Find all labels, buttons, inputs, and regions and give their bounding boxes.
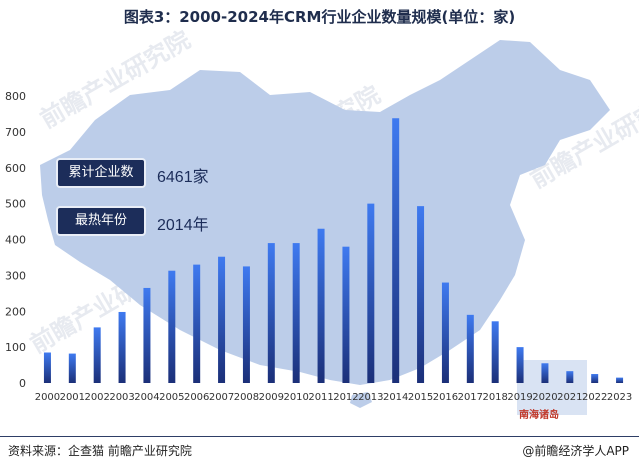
- bar-2018: [491, 321, 499, 383]
- bar-2006: [193, 264, 201, 383]
- x-tick-label: 2012: [333, 392, 358, 403]
- south-china-sea-label: 南海诸岛: [519, 410, 559, 421]
- bar-2009: [267, 243, 275, 383]
- x-tick-label: 2014: [383, 392, 408, 403]
- bar-2001: [68, 353, 76, 383]
- bar-2014: [392, 118, 400, 384]
- y-tick-label: 400: [5, 234, 26, 247]
- y-tick-label: 0: [19, 377, 26, 390]
- x-tick-label: 2001: [60, 392, 85, 403]
- bar-2005: [168, 270, 176, 383]
- bar-2019: [516, 347, 524, 383]
- x-tick-label: 2009: [259, 392, 284, 403]
- callout-total-label: 累计企业数: [58, 160, 144, 186]
- bar-2023: [616, 377, 624, 383]
- x-tick-label: 2017: [458, 392, 483, 403]
- y-tick-label: 600: [5, 162, 26, 175]
- x-tick-label: 2022: [582, 392, 607, 403]
- y-tick-label: 700: [5, 126, 26, 139]
- x-tick-label: 2019: [507, 392, 532, 403]
- source-note: 资料来源：企查猫 前瞻产业研究院: [8, 444, 192, 458]
- bar-2010: [292, 243, 300, 383]
- bar-2002: [93, 327, 101, 383]
- south-sea-inset: [517, 360, 587, 415]
- x-tick-label: 2023: [607, 392, 632, 403]
- callout-peak-value: 2014年: [157, 217, 209, 234]
- x-tick-label: 2000: [35, 392, 60, 403]
- footer-divider: [0, 436, 639, 437]
- bar-2007: [218, 256, 226, 383]
- bar-2003: [118, 311, 126, 383]
- x-tick-label: 2008: [234, 392, 259, 403]
- y-tick-label: 800: [5, 90, 26, 103]
- x-tick-label: 2010: [283, 392, 308, 403]
- bar-2016: [441, 282, 449, 383]
- callout-peak-label: 最热年份: [58, 208, 144, 234]
- bar-2004: [143, 287, 151, 383]
- bar-2012: [342, 246, 350, 383]
- x-tick-label: 2005: [159, 392, 184, 403]
- y-tick-label: 100: [5, 341, 26, 354]
- bar-2008: [242, 266, 250, 383]
- x-tick-label: 2020: [532, 392, 557, 403]
- y-tick-label: 500: [5, 198, 26, 211]
- x-tick-label: 2018: [482, 392, 507, 403]
- x-tick-label: 2016: [433, 392, 458, 403]
- bar-2021: [566, 371, 574, 383]
- y-tick-label: 200: [5, 305, 26, 318]
- brand-credit: @前瞻经济学人APP: [522, 444, 629, 458]
- hainan-shape: [350, 392, 372, 408]
- x-tick-label: 2021: [557, 392, 582, 403]
- chart-title: 图表3：2000-2024年CRM行业企业数量规模(单位：家): [123, 8, 516, 26]
- x-tick-label: 2006: [184, 392, 209, 403]
- x-tick-label: 2003: [109, 392, 134, 403]
- x-tick-label: 2011: [308, 392, 333, 403]
- bar-2020: [541, 363, 549, 383]
- bar-2011: [317, 228, 325, 383]
- bar-2013: [367, 203, 375, 383]
- bar-2000: [43, 352, 51, 383]
- bar-2022: [591, 374, 599, 383]
- bar-2017: [466, 314, 474, 383]
- x-tick-label: 2004: [134, 392, 159, 403]
- china-map-shape: [40, 40, 610, 385]
- x-tick-label: 2007: [209, 392, 234, 403]
- x-tick-label: 2015: [408, 392, 433, 403]
- callout-total-value: 6461家: [157, 169, 209, 186]
- bar-2015: [417, 206, 425, 383]
- x-tick-label: 2013: [358, 392, 383, 403]
- y-tick-label: 300: [5, 269, 26, 282]
- x-tick-label: 2002: [84, 392, 109, 403]
